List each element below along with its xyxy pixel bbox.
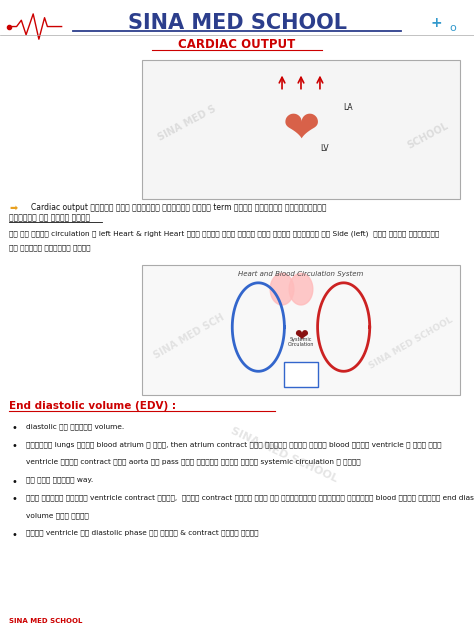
Text: ❤: ❤ (294, 327, 308, 346)
Text: •: • (11, 423, 17, 434)
Text: Systemic
Circulation: Systemic Circulation (288, 336, 314, 348)
Text: SINA MED SCHOOL: SINA MED SCHOOL (368, 315, 455, 370)
Text: LV: LV (320, 144, 329, 153)
Text: volume বলা হয়।: volume বলা হয়। (26, 512, 89, 518)
Text: SCHOOL: SCHOOL (406, 121, 450, 151)
Text: LA: LA (344, 103, 353, 112)
Text: +: + (430, 16, 442, 30)
FancyBboxPatch shape (142, 60, 460, 199)
Text: প্রথমে তা জেনে নেইঃ: প্রথমে তা জেনে নেইঃ (9, 214, 91, 222)
Text: ❤: ❤ (283, 108, 319, 151)
Text: Heart and Blood Circulation System: Heart and Blood Circulation System (238, 270, 364, 277)
FancyBboxPatch shape (142, 265, 460, 395)
Text: diastolic এর শেষের volume.: diastolic এর শেষের volume. (26, 423, 124, 430)
Text: এখন এইয়ে এধানে ventricle contract করলো,  সেটা contract করার ঠিক আগ মুহূর্তে সেখ: এখন এইয়ে এধানে ventricle contract করলো,… (26, 494, 474, 501)
Text: SINA MED SCH: SINA MED SCH (152, 312, 226, 361)
Text: SINA MED SCHOOL: SINA MED SCHOOL (229, 426, 339, 484)
Text: •: • (11, 441, 17, 451)
Text: মানে ventricle এর diastolic phase এর শেষে & contract করার আগে।: মানে ventricle এর diastolic phase এর শেষ… (26, 530, 259, 536)
Text: •: • (11, 494, 17, 504)
Text: End diastolic volume (EDV) :: End diastolic volume (EDV) : (9, 401, 176, 411)
Text: SINA MED SCHOOL: SINA MED SCHOOL (9, 619, 83, 624)
Polygon shape (289, 274, 313, 305)
Text: ➡: ➡ (9, 202, 18, 212)
Text: SINA MED S: SINA MED S (156, 104, 218, 143)
Text: এই হলা নরমাল way.: এই হলা নরমাল way. (26, 477, 93, 483)
Polygon shape (270, 274, 294, 305)
Text: বি হত পুরো circulation এ left Heart & right Heart একই ভাবে কাজ করে। তাই আমরা যেক: বি হত পুরো circulation এ left Heart & ri… (9, 231, 440, 237)
Text: Cardiac output বুঝতে হলে আমাদের প্রথমে কিছু term জেনে নেওয়া প্রয়োজন।: Cardiac output বুঝতে হলে আমাদের প্রথমে ক… (31, 203, 326, 212)
Text: CARDIAC OUTPUT: CARDIAC OUTPUT (178, 39, 296, 51)
FancyBboxPatch shape (284, 362, 318, 387)
Text: SINA MED SCHOOL: SINA MED SCHOOL (128, 13, 346, 33)
Text: প্রথমে lungs থেকে blood atrium এ আসে, then atrium contract করে সেখান থেকে আবার b: প্রথমে lungs থেকে blood atrium এ আসে, th… (26, 441, 442, 447)
Text: ventricle আবার contract করে aorta তে pass করে সেখান থেকে পুরো systemic circulati: ventricle আবার contract করে aorta তে pas… (26, 459, 361, 465)
Text: টা বুঝার চেষ্টা করি।: টা বুঝার চেষ্টা করি। (9, 245, 91, 251)
Text: •: • (11, 477, 17, 487)
Text: •: • (11, 530, 17, 540)
Text: o: o (449, 23, 456, 33)
